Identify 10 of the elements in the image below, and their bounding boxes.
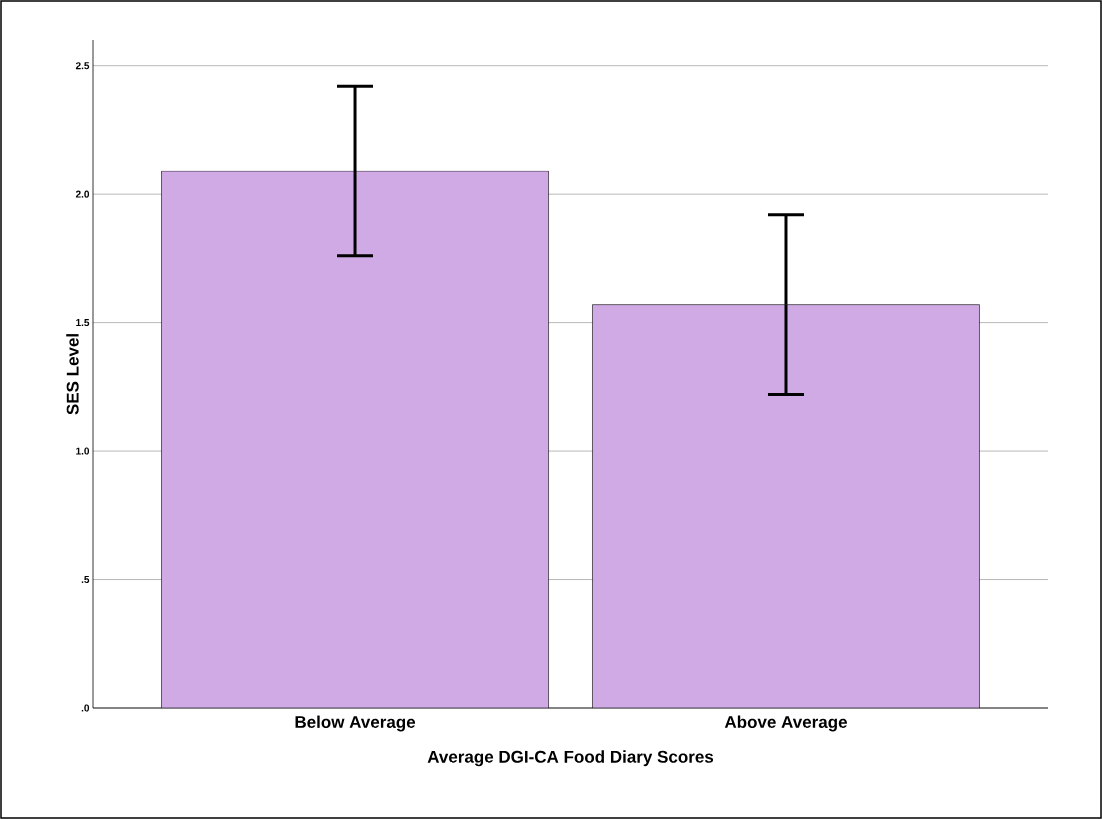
y-tick-label: 1.0 — [76, 447, 90, 455]
x-tick-label: Below Average — [295, 715, 416, 732]
x-tick-label: Above Average — [724, 715, 847, 732]
y-tick-label: .5 — [81, 576, 90, 584]
y-tick-label: .0 — [81, 704, 90, 712]
y-tick-label: 2.0 — [75, 190, 90, 198]
y-axis-title: SES Level — [66, 334, 79, 415]
y-tick-label: 2.5 — [75, 62, 90, 70]
y-tick-label: 1.5 — [76, 319, 90, 327]
x-axis-title: Average DGI-CA Food Diary Scores — [427, 750, 714, 767]
